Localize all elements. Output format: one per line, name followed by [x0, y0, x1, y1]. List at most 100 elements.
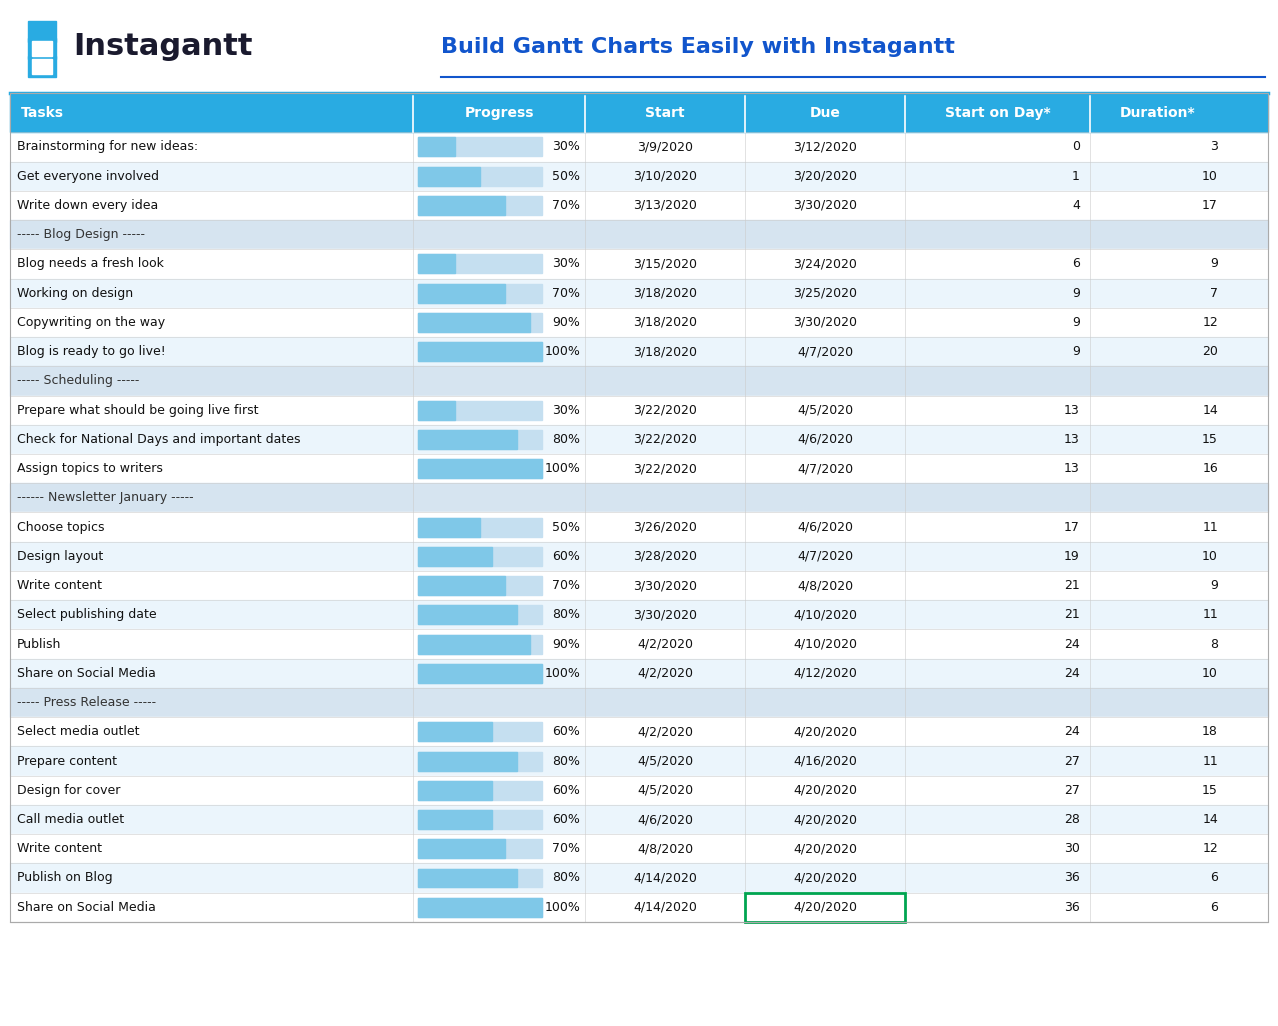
Bar	[418, 430, 518, 449]
Bar	[10, 279, 1268, 308]
Text: 18: 18	[1203, 725, 1218, 739]
Bar	[418, 401, 542, 420]
Text: Copywriting on the way: Copywriting on the way	[17, 316, 165, 329]
Text: 1: 1	[1072, 169, 1080, 183]
Text: 0: 0	[1072, 141, 1080, 154]
Text: 60%: 60%	[552, 813, 580, 826]
Text: Check for National Days and important dates: Check for National Days and important da…	[17, 433, 300, 446]
Bar	[418, 430, 542, 449]
Text: 4/20/2020: 4/20/2020	[792, 784, 858, 797]
Bar	[418, 664, 542, 683]
Text: 60%: 60%	[552, 784, 580, 797]
Bar	[418, 722, 492, 741]
Bar	[418, 518, 481, 537]
Text: 9: 9	[1072, 316, 1080, 329]
Text: 24: 24	[1065, 637, 1080, 650]
Bar	[418, 547, 492, 566]
Text: 3/25/2020: 3/25/2020	[792, 286, 858, 300]
Bar	[418, 196, 505, 215]
Text: 4/7/2020: 4/7/2020	[797, 462, 852, 475]
Text: 6: 6	[1072, 258, 1080, 271]
Text: 4/5/2020: 4/5/2020	[638, 784, 693, 797]
Text: Working on design: Working on design	[17, 286, 133, 300]
Bar	[418, 577, 505, 595]
Text: 8: 8	[1210, 637, 1218, 650]
Text: 70%: 70%	[552, 286, 580, 300]
Bar	[10, 805, 1268, 834]
Text: 9: 9	[1210, 258, 1218, 271]
Bar	[10, 366, 1268, 395]
Text: 24: 24	[1065, 725, 1080, 739]
Bar	[10, 308, 1268, 338]
Text: 4/2/2020: 4/2/2020	[638, 637, 693, 650]
Text: 21: 21	[1065, 579, 1080, 592]
Text: 9: 9	[1210, 579, 1218, 592]
Text: 6: 6	[1210, 871, 1218, 884]
Bar	[10, 338, 1268, 366]
Text: 3/18/2020: 3/18/2020	[633, 345, 698, 358]
Bar	[28, 56, 56, 77]
Bar	[418, 167, 481, 186]
Text: 17: 17	[1065, 520, 1080, 534]
Text: 7: 7	[1210, 286, 1218, 300]
Bar	[10, 93, 1268, 132]
Bar	[32, 60, 52, 74]
Bar	[10, 834, 1268, 864]
Text: 70%: 70%	[552, 579, 580, 592]
Bar	[418, 284, 505, 303]
Text: Call media outlet: Call media outlet	[17, 813, 124, 826]
Text: 80%: 80%	[552, 754, 580, 767]
Text: Publish: Publish	[17, 637, 61, 650]
Text: 4/6/2020: 4/6/2020	[797, 520, 852, 534]
Text: 60%: 60%	[552, 725, 580, 739]
Text: 12: 12	[1203, 316, 1218, 329]
Text: 11: 11	[1203, 520, 1218, 534]
Bar	[10, 132, 1268, 162]
Text: 4/14/2020: 4/14/2020	[634, 901, 697, 914]
Text: 9: 9	[1072, 286, 1080, 300]
Text: 15: 15	[1203, 433, 1218, 446]
Text: 3/9/2020: 3/9/2020	[638, 141, 693, 154]
Text: 4/7/2020: 4/7/2020	[797, 550, 852, 563]
Text: 50%: 50%	[552, 520, 580, 534]
Text: 3/22/2020: 3/22/2020	[634, 403, 697, 417]
Text: 3/30/2020: 3/30/2020	[792, 199, 858, 212]
Text: 20: 20	[1203, 345, 1218, 358]
Bar	[10, 600, 1268, 630]
Text: Write content: Write content	[17, 579, 102, 592]
Text: 3/26/2020: 3/26/2020	[634, 520, 697, 534]
Text: 13: 13	[1065, 403, 1080, 417]
Bar	[418, 605, 518, 624]
Text: ----- Blog Design -----: ----- Blog Design -----	[17, 228, 144, 241]
Text: 70%: 70%	[552, 842, 580, 856]
Text: 4/20/2020: 4/20/2020	[792, 813, 858, 826]
Text: 14: 14	[1203, 403, 1218, 417]
Bar	[10, 542, 1268, 570]
Text: ------ Newsletter January -----: ------ Newsletter January -----	[17, 491, 193, 505]
Bar	[418, 839, 542, 858]
Text: 30: 30	[1065, 842, 1080, 856]
Text: 30%: 30%	[552, 141, 580, 154]
Text: 28: 28	[1065, 813, 1080, 826]
Text: 3/30/2020: 3/30/2020	[792, 316, 858, 329]
Text: 3/30/2020: 3/30/2020	[633, 579, 698, 592]
Text: 16: 16	[1203, 462, 1218, 475]
Text: 3/10/2020: 3/10/2020	[633, 169, 698, 183]
Text: Write content: Write content	[17, 842, 102, 856]
Bar	[10, 629, 1268, 659]
Text: 3/24/2020: 3/24/2020	[794, 258, 856, 271]
Bar	[418, 313, 529, 332]
Bar	[10, 659, 1268, 687]
Bar	[418, 722, 542, 741]
Text: 3/18/2020: 3/18/2020	[633, 316, 698, 329]
Bar	[418, 284, 542, 303]
Text: 60%: 60%	[552, 550, 580, 563]
Bar	[418, 254, 542, 274]
Text: 13: 13	[1065, 462, 1080, 475]
Bar	[10, 776, 1268, 804]
Bar	[10, 396, 1268, 425]
Bar	[418, 868, 542, 887]
Text: 12: 12	[1203, 842, 1218, 856]
Text: 14: 14	[1203, 813, 1218, 826]
Bar	[32, 41, 52, 56]
